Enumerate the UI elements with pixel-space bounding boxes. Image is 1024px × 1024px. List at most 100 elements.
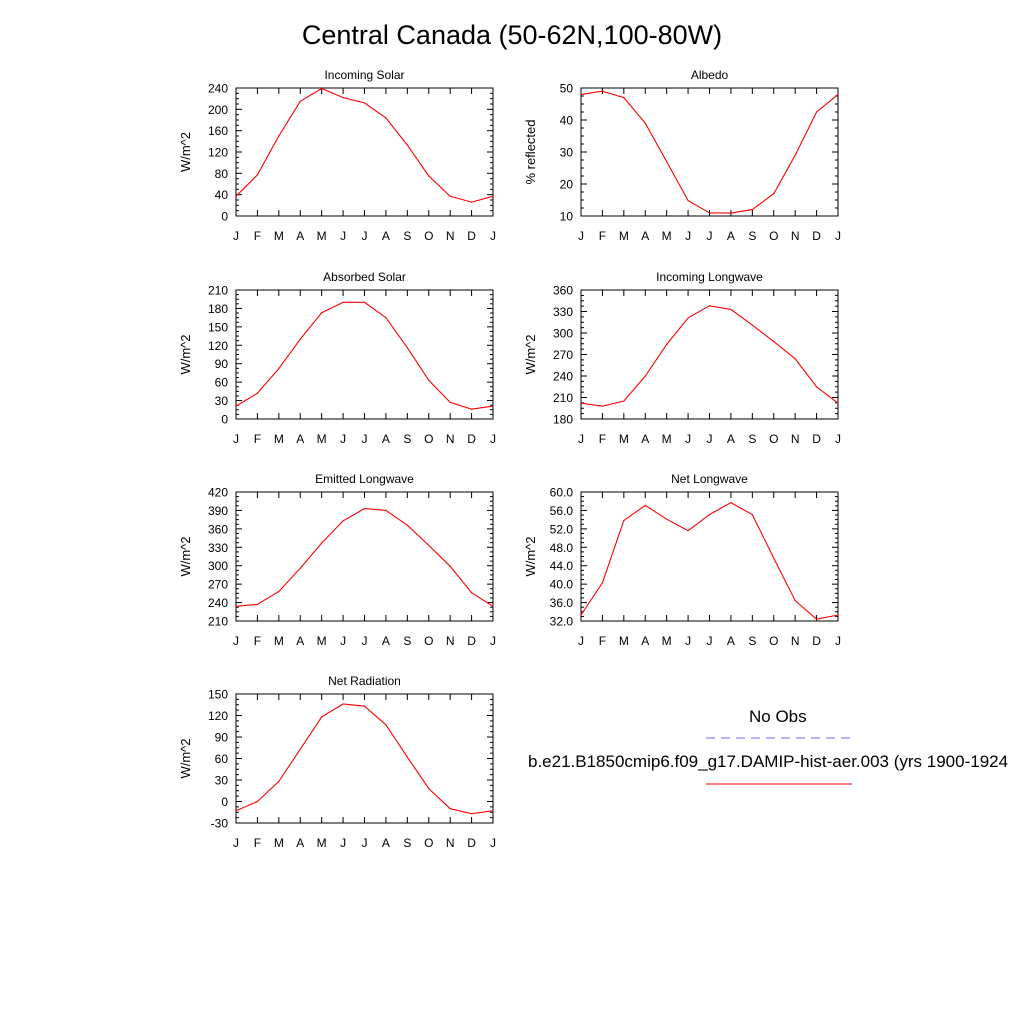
absorbed-solar-ytick-label: 180 [208,302,228,316]
incoming-longwave-ytick-label: 300 [553,327,573,341]
emitted-longwave-data-point [385,509,387,512]
absorbed-solar-data-point [428,379,430,381]
absorbed-solar-ytick-label: 150 [208,320,228,334]
legend [706,737,852,785]
incoming-solar-ylabel: W/m^2 [178,132,193,172]
legend-obs-label: No Obs [749,707,807,726]
net-radiation-data-point [278,780,280,783]
incoming-longwave-xtick-label: O [769,432,778,446]
net-radiation-xtick-label: S [403,836,411,850]
incoming-solar-data-point [235,195,237,197]
net-radiation-series-line [235,703,494,815]
incoming-longwave-xtick-label: N [791,432,800,446]
emitted-longwave-data-point [256,603,259,606]
incoming-longwave-data-point [837,402,839,404]
incoming-solar-ytick-label: 40 [215,188,229,202]
net-radiation-ytick-label: 90 [215,731,229,745]
emitted-longwave-xtick-label: A [296,634,304,648]
albedo-xtick-label: J [707,229,713,243]
legend-model-label: b.e21.B1850cmip6.f09_g17.DAMIP-hist-aer.… [528,752,1009,771]
emitted-longwave-data-point [278,590,280,593]
incoming-solar-data-point [363,102,366,104]
albedo-xtick-label: J [578,229,584,243]
net-longwave-ytick-label: 48.0 [550,541,574,555]
net-radiation-ytick-label: 0 [221,795,228,809]
net-radiation-data-point [299,748,301,750]
net-longwave-ytick-label: 44.0 [550,559,574,573]
net-longwave-ytick-label: 32.0 [550,615,574,629]
albedo-data-point [601,90,604,92]
emitted-longwave-data-point [406,524,408,526]
net-longwave-ytick-label: 40.0 [550,578,574,592]
albedo-series-line [580,90,839,214]
net-longwave-data-point [623,519,625,522]
net-radiation-ytick-label: 120 [208,709,228,723]
net-longwave-data-point [708,513,711,516]
incoming-solar-ytick-label: 240 [208,82,228,96]
net-longwave-xtick-label: J [685,634,691,648]
incoming-solar-data-point [278,135,280,137]
absorbed-solar-xtick-label: J [233,432,239,446]
absorbed-solar-xtick-label: A [296,432,304,446]
albedo-data-point [708,212,711,214]
incoming-longwave-data-point [666,343,668,346]
figure-title: Central Canada (50-62N,100-80W) [301,20,723,50]
net-longwave-data-point [644,504,646,506]
albedo-data-point [666,161,668,163]
incoming-longwave-xtick-label: M [662,432,672,446]
incoming-solar-xtick-label: S [403,229,411,243]
albedo-xtick-label: M [619,229,629,243]
incoming-solar-xtick-label: D [467,229,476,243]
net-radiation-data-point [385,724,387,726]
absorbed-solar-xtick-label: F [254,432,261,446]
net-longwave-data-point [837,614,839,616]
incoming-longwave-xtick-label: J [578,432,584,446]
panel-emitted-longwave: Emitted Longwave 210 240 270 300 330 360 390 420… [178,472,496,648]
incoming-solar-ytick-label: 80 [215,167,229,181]
albedo-ytick-label: 30 [560,146,574,160]
net-radiation-ytick-label: 150 [208,688,228,702]
albedo-xtick-label: A [641,229,649,243]
incoming-longwave-title: Incoming Longwave [656,270,763,284]
absorbed-solar-data-point [235,405,237,407]
incoming-longwave-data-point [644,375,646,377]
net-longwave-data-point [815,618,818,620]
albedo-data-point [580,93,582,95]
incoming-solar-data-point [428,175,430,177]
emitted-longwave-xtick-label: S [403,634,411,648]
incoming-solar-data-point [385,117,387,119]
absorbed-solar-data-point [321,312,323,314]
incoming-longwave-xtick-label: J [707,432,713,446]
incoming-solar-xtick-label: J [362,229,368,243]
net-radiation-data-point [492,810,494,812]
incoming-solar-ytick-label: 200 [208,103,228,117]
albedo-data-point [644,122,646,124]
net-radiation-xtick-label: J [362,836,368,850]
incoming-solar-data-point [492,195,494,197]
albedo-data-point [623,97,625,99]
albedo-ytick-label: 50 [560,82,574,96]
incoming-longwave-series-line [580,305,839,407]
net-radiation-ytick-label: 60 [215,752,229,766]
net-longwave-ytick-label: 52.0 [550,522,574,536]
incoming-solar-data-point [470,201,473,203]
net-radiation-xtick-label: J [233,836,239,850]
albedo-xtick-label: D [812,229,821,243]
net-longwave-xtick-label: O [769,634,778,648]
absorbed-solar-xtick-label: D [467,432,476,446]
emitted-longwave-ytick-label: 270 [208,578,228,592]
net-longwave-xtick-label: D [812,634,821,648]
absorbed-solar-xtick-label: S [403,432,411,446]
emitted-longwave-data-point [299,567,301,569]
emitted-longwave-xtick-label: A [382,634,390,648]
absorbed-solar-series-line [235,301,494,410]
emitted-longwave-data-point [470,592,473,594]
incoming-longwave-data-point [815,386,818,388]
absorbed-solar-xtick-label: A [382,432,390,446]
emitted-longwave-xtick-label: J [490,634,496,648]
net-radiation-xtick-label: J [490,836,496,850]
net-radiation-frame [235,693,494,824]
incoming-solar-data-point [299,100,301,102]
